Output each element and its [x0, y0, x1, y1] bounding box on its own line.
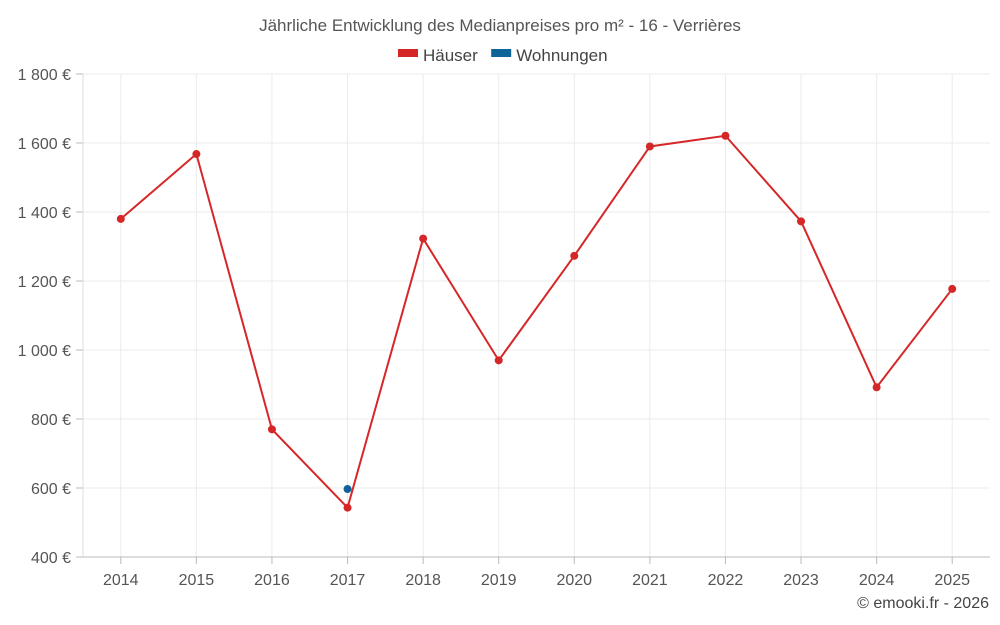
x-tick-label: 2016 [254, 572, 290, 589]
x-tick-label: 2018 [405, 572, 441, 589]
y-tick-label: 1 800 € [18, 67, 71, 84]
x-tick-label: 2020 [556, 572, 592, 589]
y-tick-label: 600 € [31, 481, 71, 498]
y-tick-label: 1 200 € [18, 274, 71, 291]
series-layer [116, 131, 957, 512]
data-point-häuser[interactable] [116, 214, 125, 223]
series-line-häuser [120, 134, 954, 510]
legend-label: Häuser [423, 46, 478, 65]
x-tick-label: 2014 [103, 572, 139, 589]
data-point-häuser[interactable] [872, 383, 881, 392]
y-tick-label: 1 600 € [18, 136, 71, 153]
data-point-häuser[interactable] [721, 131, 730, 140]
x-tick-label: 2015 [179, 572, 215, 589]
data-point-häuser[interactable] [192, 150, 201, 159]
data-point-häuser[interactable] [343, 503, 352, 512]
x-tick-label: 2022 [708, 572, 744, 589]
y-tick-label: 800 € [31, 412, 71, 429]
x-tick-label: 2025 [934, 572, 970, 589]
axes: 400 € 600 € 800 € 1 000 € 1 200 € 1 400 € 1 60… [18, 67, 990, 589]
data-point-häuser[interactable] [948, 284, 957, 293]
y-tick-label: 400 € [31, 550, 71, 567]
data-point-häuser[interactable] [267, 425, 276, 434]
legend-swatch [398, 49, 418, 57]
x-tick-label: 2024 [859, 572, 895, 589]
x-tick-label: 2023 [783, 572, 819, 589]
x-tick-label: 2017 [330, 572, 366, 589]
legend-item-häuser[interactable]: Häuser [398, 46, 478, 65]
data-point-häuser[interactable] [570, 251, 579, 260]
grid [83, 73, 990, 558]
x-tick-label: 2021 [632, 572, 668, 589]
y-tick-label: 1 000 € [18, 343, 71, 360]
data-point-häuser[interactable] [494, 356, 503, 365]
legend-item-wohnungen[interactable]: Wohnungen [491, 46, 608, 65]
chart-title: Jährliche Entwicklung des Medianpreises … [259, 16, 741, 35]
data-point-wohnungen[interactable] [343, 485, 352, 494]
legend: Häuser Wohnungen [398, 46, 608, 65]
data-point-häuser[interactable] [419, 234, 428, 243]
data-point-häuser[interactable] [645, 142, 654, 151]
data-point-häuser[interactable] [797, 217, 806, 226]
legend-label: Wohnungen [516, 46, 607, 65]
y-tick-label: 1 400 € [18, 205, 71, 222]
x-tick-label: 2019 [481, 572, 517, 589]
credit-text: © emooki.fr - 2026 [857, 595, 989, 612]
legend-swatch [491, 49, 512, 57]
